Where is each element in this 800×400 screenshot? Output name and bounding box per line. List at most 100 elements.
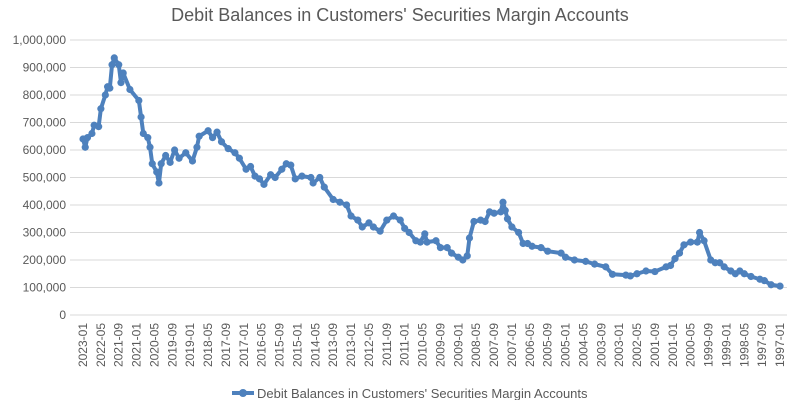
x-tick-label: 2009-01: [451, 323, 465, 367]
data-point: [119, 69, 127, 77]
data-point: [528, 242, 536, 250]
x-tick-label: 2017-09: [219, 323, 233, 367]
data-point: [148, 160, 156, 168]
data-point: [561, 253, 570, 261]
data-point: [182, 149, 190, 157]
data-point: [501, 206, 509, 215]
x-tick-label: 1998-05: [737, 323, 751, 367]
data-point: [396, 216, 404, 224]
data-point: [115, 61, 123, 69]
data-point: [421, 230, 429, 238]
data-point: [608, 270, 617, 278]
data-point: [423, 238, 431, 246]
data-point: [432, 237, 440, 245]
data-point: [137, 113, 145, 121]
data-point: [101, 91, 109, 99]
data-point: [358, 223, 366, 231]
data-point: [81, 143, 89, 151]
data-point: [470, 217, 478, 226]
data-point: [110, 54, 118, 62]
data-point: [463, 252, 471, 260]
x-tick-label: 2016-05: [255, 323, 269, 367]
data-point: [255, 175, 264, 183]
data-point: [687, 238, 695, 246]
data-point: [217, 138, 226, 146]
x-tick-label: 2003-01: [612, 323, 626, 367]
data-point: [195, 132, 203, 140]
data-point: [235, 154, 243, 162]
x-tick-label: 2001-01: [666, 323, 680, 367]
x-tick-label: 2019-09: [165, 323, 179, 367]
x-tick-label: 2012-05: [362, 323, 376, 367]
data-point: [590, 260, 599, 268]
data-point: [316, 173, 324, 182]
data-point: [157, 160, 165, 168]
data-point: [443, 244, 451, 252]
data-point: [307, 173, 315, 182]
x-tick-label: 2017-01: [237, 323, 251, 367]
y-tick-label: 1,000,000: [13, 33, 67, 47]
data-point: [405, 228, 413, 237]
x-tick-label: 1997-01: [773, 323, 787, 367]
data-point: [260, 180, 268, 188]
data-point: [693, 238, 701, 246]
data-point: [188, 157, 197, 165]
x-tick-label: 2004-05: [576, 323, 590, 367]
data-point: [666, 261, 675, 270]
y-tick-label: 400,000: [23, 198, 67, 212]
x-tick-label: 2019-01: [183, 323, 197, 367]
data-point: [224, 145, 232, 153]
data-point: [651, 267, 659, 276]
data-point: [695, 228, 704, 237]
x-tick-label: 2014-05: [308, 323, 322, 367]
x-tick-label: 2007-09: [487, 323, 501, 367]
x-tick-label: 2000-05: [684, 323, 698, 367]
y-tick-label: 600,000: [23, 143, 67, 157]
data-point: [146, 143, 154, 151]
data-point: [465, 234, 474, 242]
data-point: [329, 195, 337, 204]
data-point: [537, 244, 545, 252]
data-point: [671, 255, 679, 263]
data-point: [376, 227, 384, 235]
data-point: [626, 272, 634, 280]
x-tick-label: 2011-01: [398, 323, 412, 366]
x-tick-label: 2022-05: [94, 323, 108, 367]
data-point: [448, 249, 456, 257]
data-point: [481, 217, 489, 226]
data-point: [336, 198, 344, 206]
data-point: [416, 238, 424, 246]
x-tick-label: 2021-01: [130, 323, 144, 367]
data-point: [246, 162, 255, 171]
data-point: [633, 270, 641, 278]
data-point: [675, 249, 684, 257]
data-point: [760, 277, 768, 285]
x-tick-label: 1999-01: [719, 323, 733, 367]
data-point: [278, 165, 286, 173]
data-point: [389, 212, 398, 220]
data-point: [436, 244, 445, 252]
x-tick-label: 1997-09: [755, 323, 769, 367]
data-point: [740, 270, 748, 278]
x-tick-label: 2013-09: [326, 323, 340, 367]
data-point: [508, 223, 516, 231]
chart-title: Debit Balances in Customers' Securities …: [171, 5, 629, 25]
x-tick-label: 2009-09: [433, 323, 447, 367]
x-tick-label: 2008-05: [469, 323, 483, 367]
data-point: [309, 179, 317, 187]
y-tick-label: 0: [59, 308, 66, 322]
x-tick-label: 2007-01: [505, 323, 519, 367]
data-point: [570, 256, 579, 264]
y-tick-label: 100,000: [23, 281, 67, 295]
x-tick-label: 2013-01: [344, 323, 358, 367]
data-point: [515, 228, 523, 237]
data-point: [298, 172, 306, 180]
data-point: [135, 96, 143, 105]
data-point: [153, 168, 161, 176]
data-point: [170, 146, 179, 154]
data-point: [95, 123, 103, 131]
x-tick-label: 2006-05: [523, 323, 537, 367]
y-tick-label: 300,000: [23, 226, 67, 240]
